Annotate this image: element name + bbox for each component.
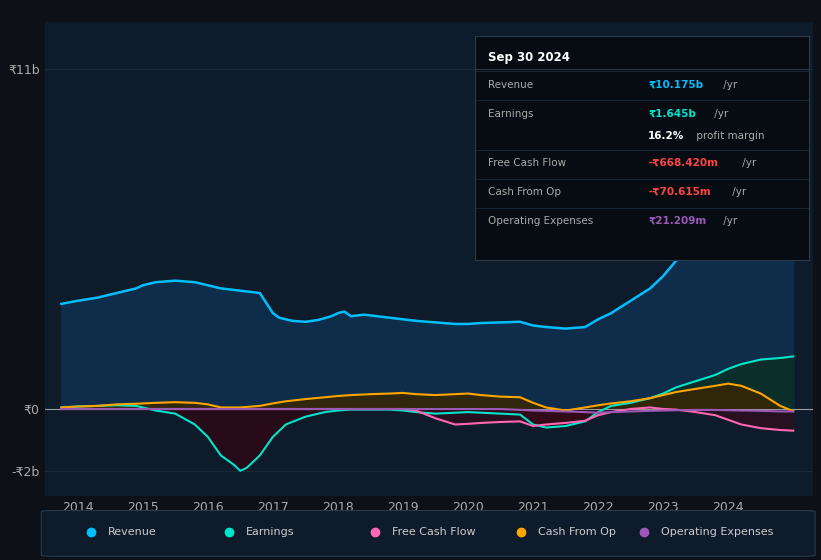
Text: /yr: /yr: [721, 80, 738, 90]
Text: /yr: /yr: [730, 187, 747, 197]
Text: Earnings: Earnings: [488, 109, 534, 119]
Text: Cash From Op: Cash From Op: [488, 187, 561, 197]
Text: Revenue: Revenue: [488, 80, 533, 90]
Text: profit margin: profit margin: [694, 131, 765, 141]
Text: Operating Expenses: Operating Expenses: [661, 528, 773, 538]
Text: ₹10.175b: ₹10.175b: [649, 80, 704, 90]
Text: Sep 30 2024: Sep 30 2024: [488, 51, 570, 64]
Text: 16.2%: 16.2%: [649, 131, 685, 141]
Text: -₹70.615m: -₹70.615m: [649, 187, 711, 197]
Text: ₹1.645b: ₹1.645b: [649, 109, 696, 119]
Text: /yr: /yr: [712, 109, 729, 119]
Text: /yr: /yr: [721, 216, 738, 226]
FancyBboxPatch shape: [41, 511, 815, 556]
Text: Operating Expenses: Operating Expenses: [488, 216, 593, 226]
Text: Earnings: Earnings: [246, 528, 295, 538]
Text: Free Cash Flow: Free Cash Flow: [488, 158, 566, 168]
Text: Revenue: Revenue: [108, 528, 157, 538]
Text: Cash From Op: Cash From Op: [538, 528, 616, 538]
Text: /yr: /yr: [739, 158, 756, 168]
Text: -₹668.420m: -₹668.420m: [649, 158, 718, 168]
Text: ₹21.209m: ₹21.209m: [649, 216, 707, 226]
Text: Free Cash Flow: Free Cash Flow: [392, 528, 475, 538]
